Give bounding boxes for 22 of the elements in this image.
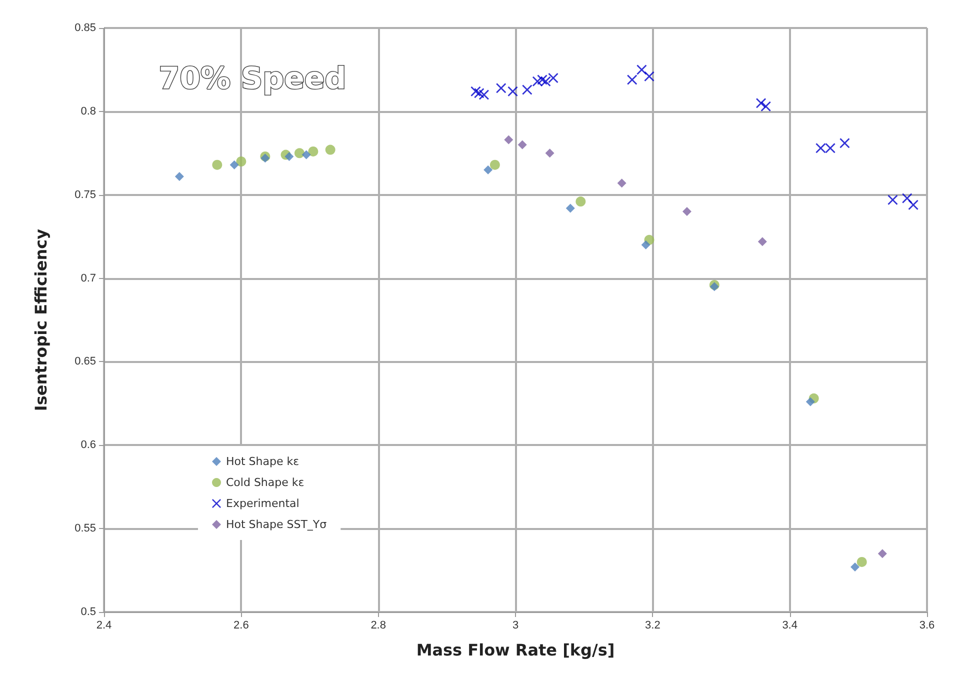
x-tick-label: 3.4	[782, 620, 798, 632]
legend-label: Cold Shape kε	[226, 476, 304, 489]
x-tick-label: 3.6	[919, 620, 935, 632]
annotation: 70% Speed	[158, 61, 346, 96]
y-tick-label: 0.8	[80, 105, 96, 118]
y-tick-label: 0.6	[80, 439, 96, 452]
y-tick-label: 0.65	[74, 356, 96, 368]
legend-label: Experimental	[226, 497, 300, 510]
x-tick-label: 2.6	[234, 620, 249, 632]
y-tick-label: 0.75	[74, 188, 96, 201]
x-tick-label: 3.2	[645, 620, 660, 632]
y-axis-title: Isentropic Efficiency	[32, 228, 50, 412]
x-tick-label: 2.8	[370, 620, 386, 632]
legend-label: Hot Shape kε	[226, 455, 300, 468]
x-tick-label: 2.4	[96, 620, 112, 632]
x-axis-title: Mass Flow Rate [kg/s]	[416, 640, 615, 660]
y-tick-label: 0.5	[80, 606, 96, 618]
x-tick-label: 3	[512, 620, 519, 632]
y-tick-label: 0.7	[80, 272, 96, 284]
y-tick-label: 0.55	[74, 522, 96, 535]
y-tick-label: 0.85	[74, 22, 96, 34]
legend-label: Hot Shape SST_Yσ	[226, 518, 327, 531]
